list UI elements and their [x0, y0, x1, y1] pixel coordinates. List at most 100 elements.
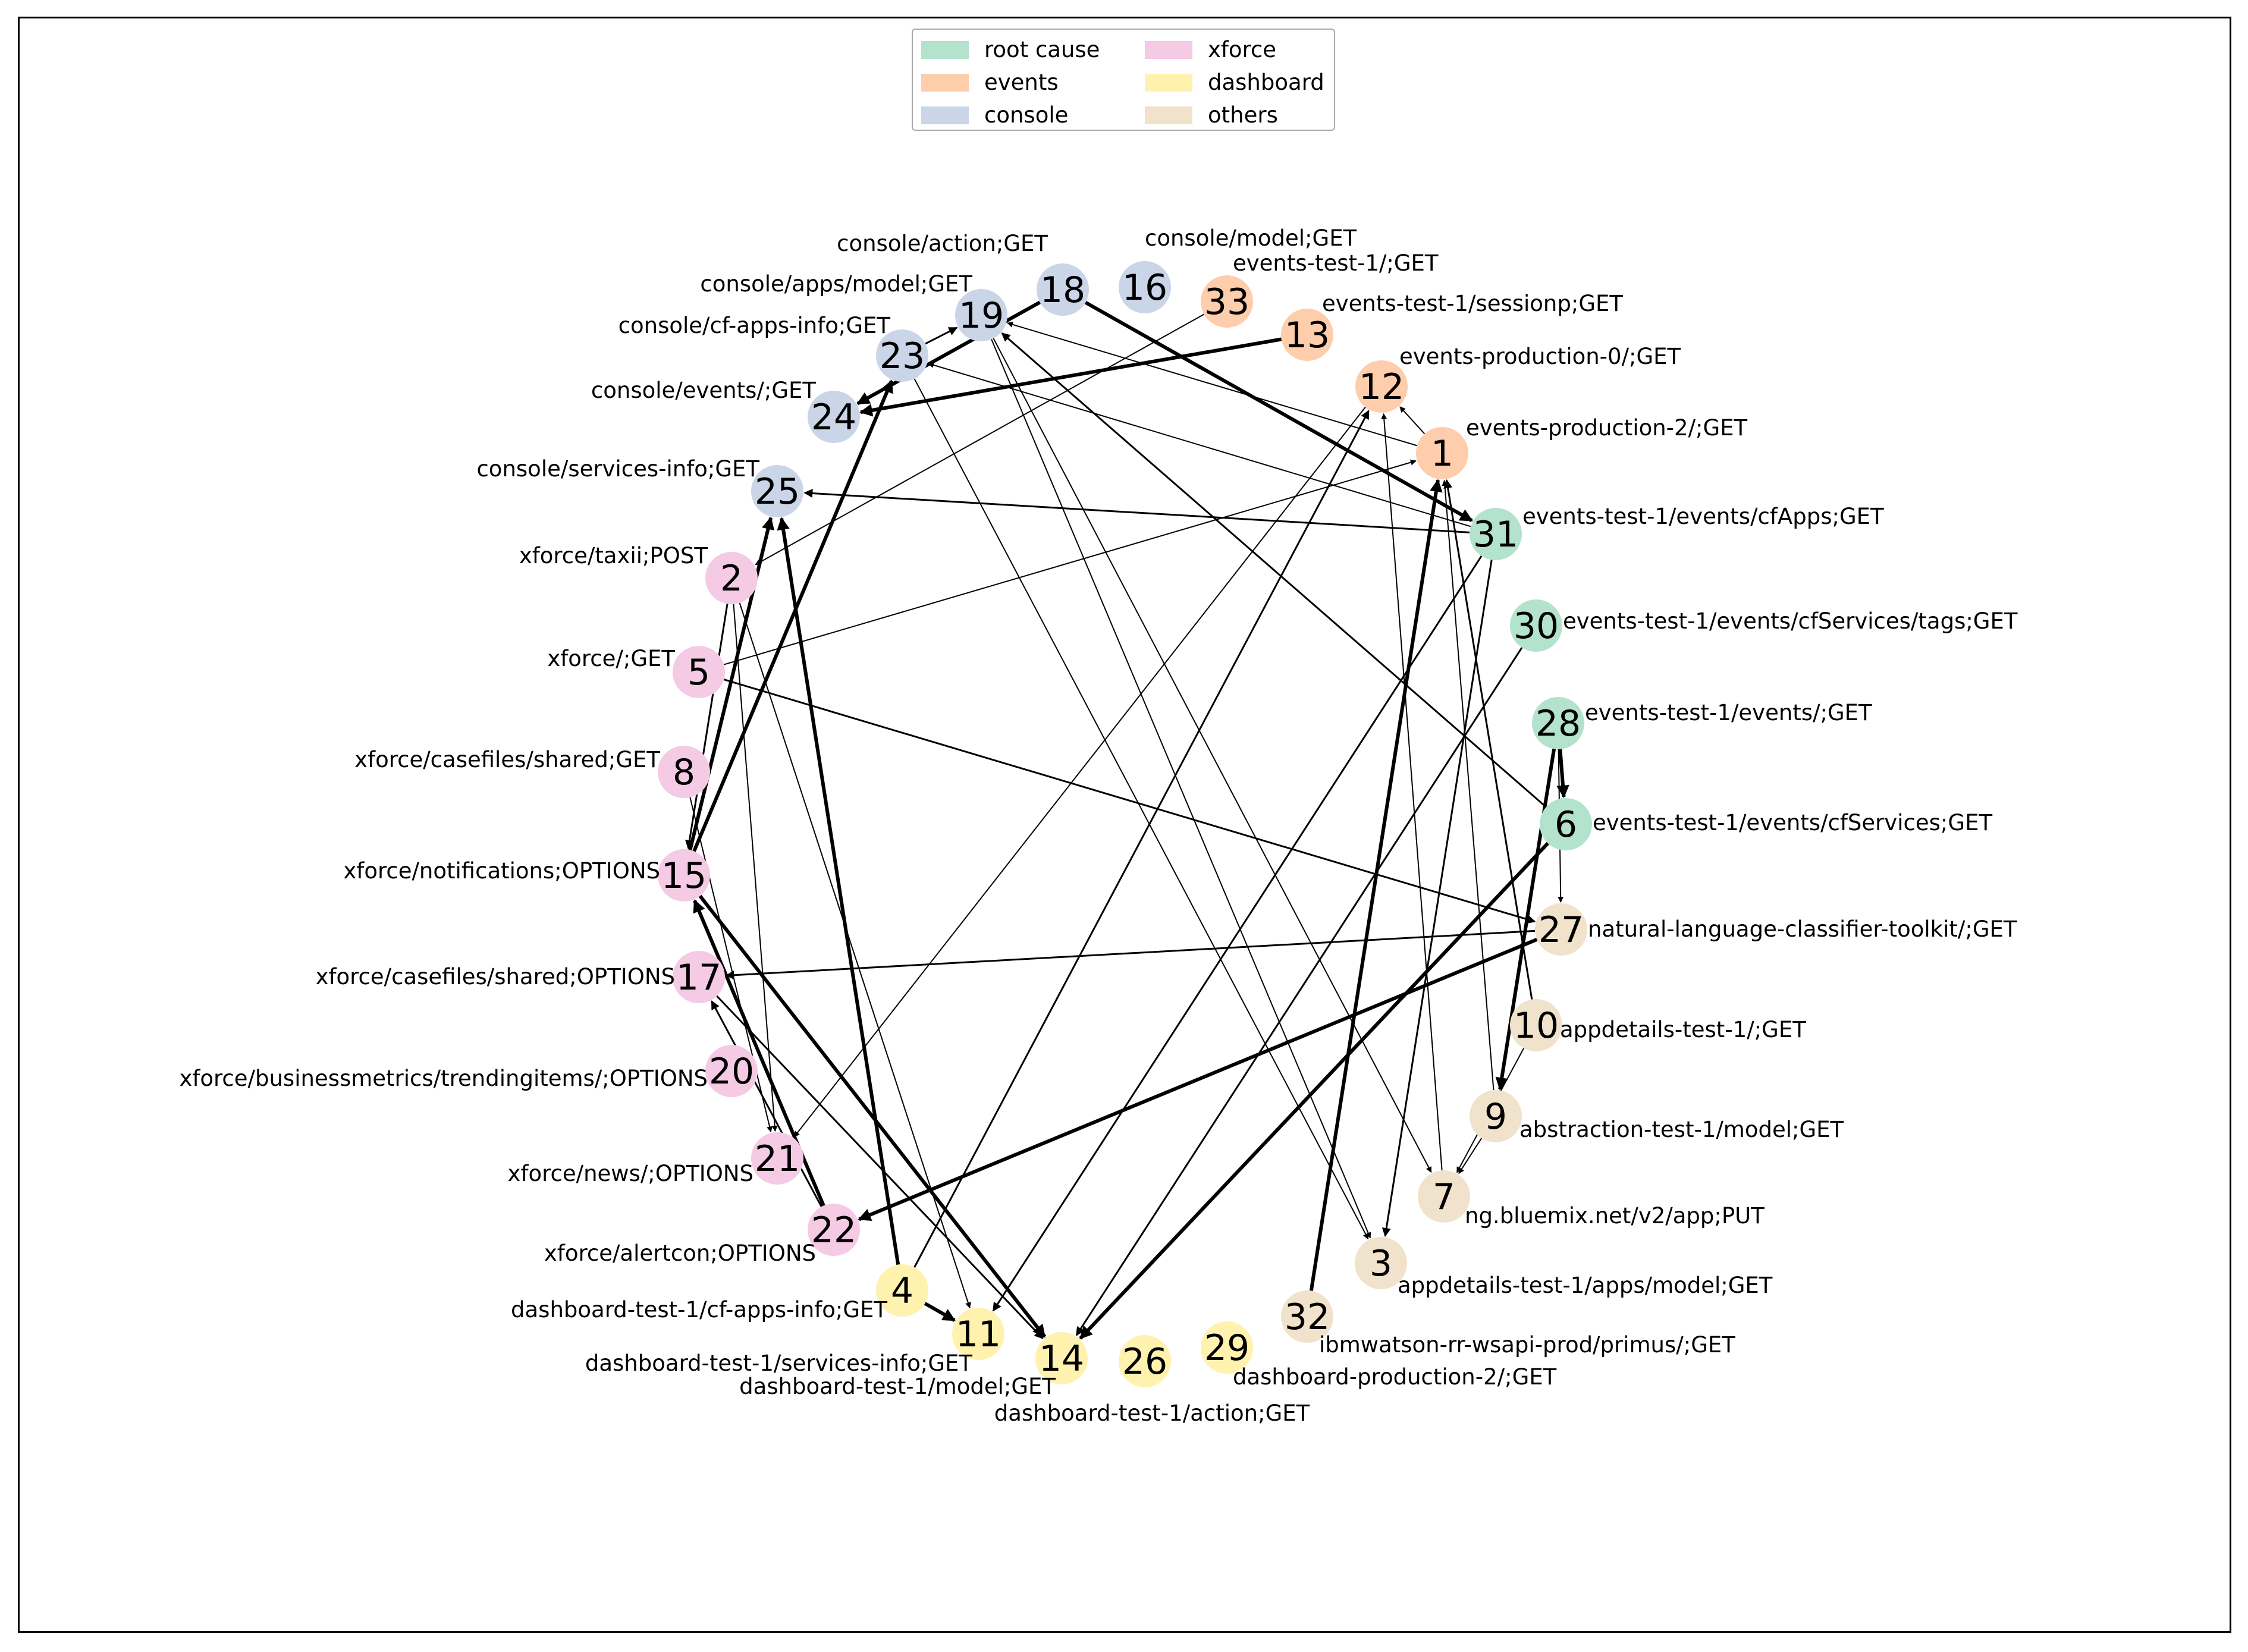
- node-circle: [808, 1204, 860, 1256]
- node-id-label: 30: [1514, 605, 1559, 647]
- edge-6-to-19: [1001, 332, 1547, 808]
- node-id-label: 20: [709, 1051, 754, 1092]
- edge-22-to-17: [711, 1000, 822, 1207]
- node-endpoint-label: events-test-1/sessionp;GET: [1322, 291, 1623, 316]
- edge-4-to-11: [924, 1302, 956, 1322]
- edge-31-to-3: [1382, 560, 1493, 1238]
- node-id-label: 24: [811, 397, 856, 438]
- node-circle: [1535, 903, 1587, 956]
- edge-30-to-14: [1075, 647, 1523, 1336]
- node-endpoint-label: xforce/;GET: [547, 646, 675, 671]
- node-id-label: 4: [891, 1270, 913, 1312]
- node-circle: [1355, 360, 1408, 413]
- node-endpoint-label: dashboard-test-1/cf-apps-info;GET: [511, 1297, 887, 1323]
- edge-9-to-7: [1458, 1138, 1483, 1174]
- edge-23-to-19: [925, 326, 958, 345]
- edge-32-to-1: [1309, 479, 1443, 1291]
- legend-swatch: [921, 106, 969, 124]
- node-31: 31 events-test-1/events/cfApps;GET: [1470, 504, 1884, 560]
- node-endpoint-label: xforce/casefiles/shared;GET: [354, 747, 660, 772]
- node-endpoint-label: console/cf-apps-info;GET: [618, 313, 891, 338]
- node-endpoint-label: events-test-1/events/cfServices;GET: [1593, 810, 1992, 836]
- node-id-label: 12: [1359, 366, 1404, 408]
- node-id-label: 26: [1122, 1341, 1167, 1383]
- legend-label: dashboard: [1208, 70, 1324, 95]
- node-circle: [705, 552, 758, 604]
- legend-swatch: [921, 73, 969, 92]
- legend-swatch: [1145, 40, 1192, 59]
- edge-31-to-25: [803, 489, 1470, 533]
- node-id-label: 1: [1431, 433, 1453, 475]
- edge-15-to-23: [692, 379, 893, 852]
- node-endpoint-label: console/services-info;GET: [476, 456, 759, 482]
- node-circle: [1201, 1321, 1253, 1374]
- edge-15-to-25: [688, 516, 775, 850]
- node-28: 28 events-test-1/events/;GET: [1532, 697, 1872, 749]
- edge-31-to-23: [928, 362, 1471, 527]
- legend-label: others: [1208, 102, 1278, 128]
- node-id-label: 16: [1122, 267, 1167, 309]
- node-endpoint-label: xforce/casefiles/shared;OPTIONS: [316, 964, 675, 990]
- node-circle: [1510, 599, 1562, 652]
- node-6: 6 events-test-1/events/cfServices;GET: [1540, 798, 1992, 850]
- edge-2-to-11: [739, 602, 971, 1309]
- node-endpoint-label: console/events/;GET: [591, 378, 816, 403]
- node-endpoint-label: natural-language-classifier-toolkit/;GET: [1588, 916, 2017, 942]
- node-id-label: 23: [880, 335, 925, 377]
- edge-19-to-7: [993, 338, 1432, 1173]
- node-endpoint-label: abstraction-test-1/model;GET: [1519, 1117, 1844, 1142]
- node-endpoint-label: events-production-0/;GET: [1399, 344, 1681, 369]
- legend-item-events: events: [921, 70, 1059, 95]
- node-endpoint-label: xforce/alertcon;OPTIONS: [544, 1240, 816, 1266]
- node-circle: [1035, 1332, 1088, 1384]
- node-circle: [673, 951, 725, 1003]
- edge-8-to-21: [689, 797, 773, 1133]
- node-endpoint-label: events-production-2/;GET: [1466, 415, 1748, 441]
- node-circle: [1418, 1170, 1470, 1223]
- node-id-label: 27: [1539, 909, 1584, 951]
- node-7: 7 ng.bluemix.net/v2/app;PUT: [1418, 1170, 1765, 1229]
- node-id-label: 14: [1039, 1338, 1084, 1380]
- node-id-label: 33: [1204, 281, 1249, 323]
- node-27: 27 natural-language-classifier-toolkit/;G…: [1535, 903, 2017, 956]
- node-circle: [1037, 263, 1089, 316]
- legend-item-console: console: [921, 102, 1068, 128]
- node-endpoint-label: xforce/news/;OPTIONS: [508, 1161, 753, 1186]
- edge-10-to-1: [1443, 479, 1533, 1000]
- node-endpoint-label: ibmwatson-rr-wsapi-prod/primus/;GET: [1319, 1332, 1735, 1358]
- legend-item-dashboard: dashboard: [1145, 70, 1324, 95]
- edge-4-to-12: [913, 410, 1370, 1268]
- node-circle: [1532, 697, 1584, 749]
- node-id-label: 29: [1204, 1327, 1249, 1369]
- node-5: 5 xforce/;GET: [547, 646, 725, 698]
- edges: [685, 300, 1569, 1340]
- node-circle: [1510, 999, 1562, 1051]
- node-id-label: 22: [811, 1210, 856, 1251]
- legend-swatch: [1145, 106, 1192, 124]
- node-circle: [673, 646, 725, 698]
- node-endpoint-label: appdetails-test-1/apps/model;GET: [1398, 1273, 1773, 1298]
- node-id-label: 32: [1285, 1296, 1330, 1338]
- node-circle: [1119, 1335, 1171, 1387]
- node-circle: [1470, 1090, 1522, 1142]
- edge-17-to-14: [716, 995, 1044, 1339]
- node-id-label: 31: [1473, 514, 1518, 555]
- node-2: 2 xforce/taxii;POST: [519, 543, 758, 604]
- node-id-label: 11: [956, 1314, 1001, 1355]
- legend-label: xforce: [1208, 37, 1277, 62]
- node-endpoint-label: dashboard-production-2/;GET: [1233, 1364, 1557, 1390]
- node-id-label: 28: [1536, 703, 1581, 745]
- node-8: 8 xforce/casefiles/shared;GET: [354, 746, 710, 798]
- node-18: 18 console/action;GET: [837, 231, 1089, 316]
- node-id-label: 19: [959, 295, 1004, 337]
- legend-label: events: [984, 70, 1059, 95]
